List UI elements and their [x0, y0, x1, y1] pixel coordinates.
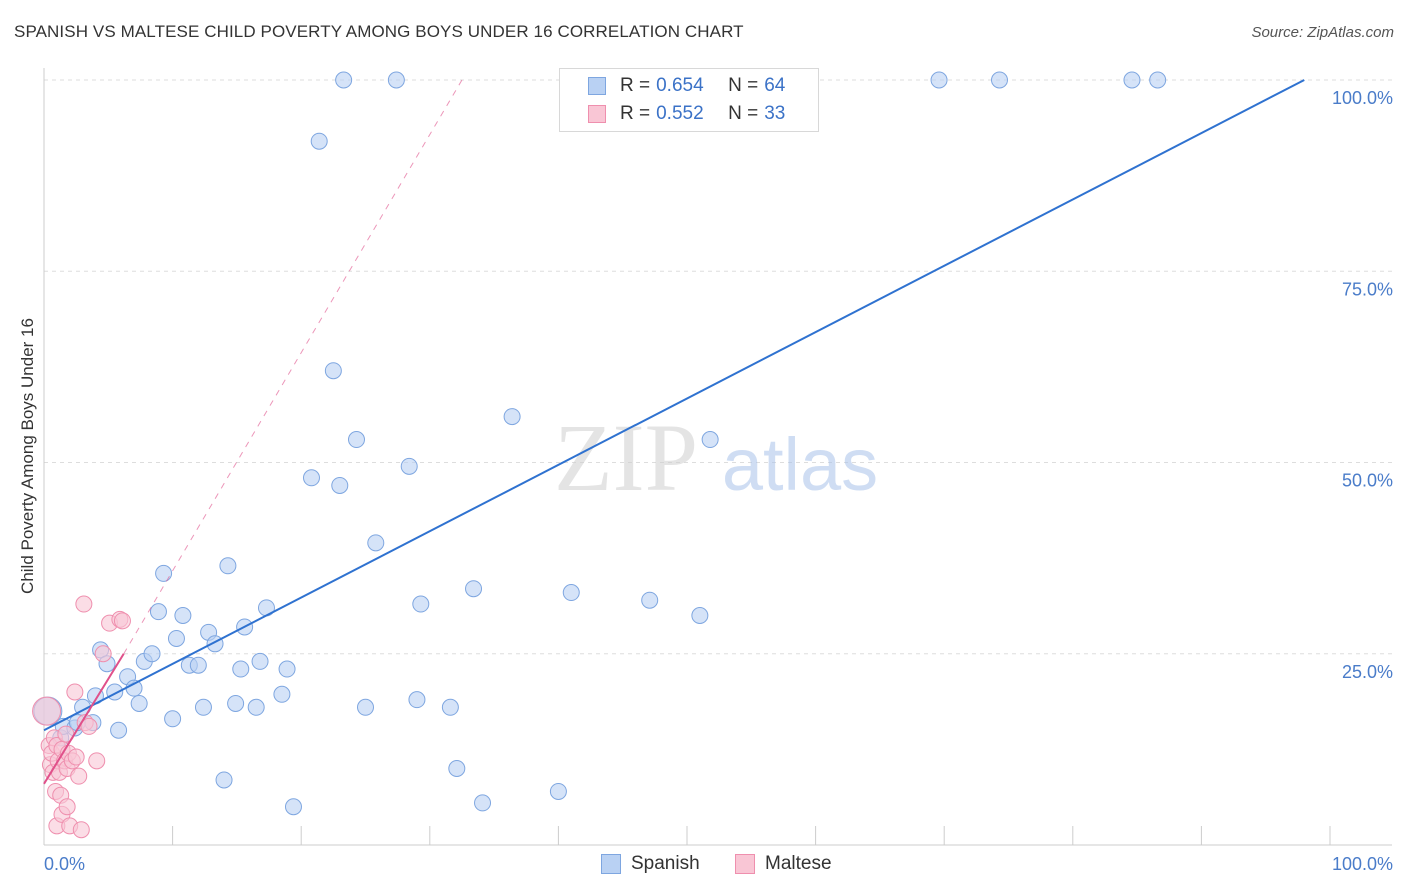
legend-row-maltese: R = 0.552 N = 33	[588, 102, 785, 126]
axis-layer	[43, 68, 1392, 846]
stats-legend: R = 0.654 N = 64 R = 0.552 N = 33	[559, 68, 819, 132]
bottom-maltese-label: Maltese	[765, 853, 832, 874]
spanish-point	[400, 457, 418, 475]
maltese-point	[72, 821, 90, 839]
spanish-point	[408, 691, 426, 709]
watermark-atlas: atlas	[722, 423, 878, 506]
maltese-point	[88, 752, 106, 770]
spanish-point	[194, 698, 212, 716]
x-tick-label-end: 100.0%	[1332, 854, 1393, 874]
spanish-point	[441, 698, 459, 716]
spanish-point	[641, 591, 659, 609]
spanish-point	[251, 652, 269, 670]
spanish-point	[357, 698, 374, 716]
spanish-point	[302, 469, 320, 487]
maltese-point	[32, 696, 62, 726]
spanish-point	[130, 694, 148, 712]
spanish-point	[273, 685, 291, 703]
points-layer	[32, 71, 1167, 839]
spanish-point	[149, 603, 167, 621]
y-tick-label-75: 75.0%	[1342, 279, 1393, 299]
spanish-n-value: 64	[764, 75, 786, 96]
spanish-n-label: N =	[728, 75, 759, 96]
bottom-spanish-swatch	[601, 854, 621, 874]
maltese-point	[66, 683, 84, 701]
spanish-point	[701, 431, 719, 449]
spanish-point	[189, 656, 207, 674]
chart-title: SPANISH VS MALTESE CHILD POVERTY AMONG B…	[14, 22, 744, 41]
spanish-point	[930, 71, 948, 89]
tick-labels: 25.0% 50.0% 75.0% 100.0% 0.0% 100.0%	[44, 88, 1393, 874]
y-tick-label-100: 100.0%	[1332, 88, 1393, 108]
source-credit: Source: ZipAtlas.com	[1251, 24, 1394, 41]
maltese-point	[80, 717, 98, 735]
x-tick-label-start: 0.0%	[44, 854, 85, 874]
spanish-point	[284, 798, 302, 816]
spanish-point	[331, 476, 349, 494]
maltese-r-label: R =	[620, 103, 651, 124]
spanish-point	[474, 794, 492, 812]
spanish-point	[215, 771, 233, 789]
maltese-n-value: 33	[764, 103, 786, 124]
watermark-zip: ZIP	[554, 404, 698, 511]
trendlines	[43, 79, 1305, 785]
maltese-trendline-extension	[123, 79, 463, 655]
bottom-spanish-label: Spanish	[631, 853, 700, 874]
spanish-point	[1123, 71, 1141, 89]
spanish-point	[1149, 71, 1167, 89]
spanish-point	[990, 71, 1008, 89]
spanish-point	[232, 660, 250, 678]
spanish-point	[155, 564, 173, 582]
spanish-swatch	[588, 77, 606, 95]
bottom-maltese-swatch	[735, 854, 755, 874]
spanish-point	[503, 408, 521, 426]
spanish-point	[143, 645, 161, 663]
spanish-point	[110, 721, 128, 739]
legend-row-spanish: R = 0.654 N = 64	[588, 74, 785, 98]
spanish-point	[227, 694, 245, 712]
spanish-point	[448, 760, 466, 777]
spanish-point	[247, 698, 265, 716]
bottom-legend-maltese: Maltese	[735, 852, 832, 876]
spanish-r-label: R =	[620, 75, 651, 96]
maltese-r-value: 0.552	[656, 103, 704, 124]
maltese-n-label: N =	[728, 103, 759, 124]
spanish-point	[125, 679, 143, 697]
y-tick-label-50: 50.0%	[1342, 471, 1393, 491]
spanish-point	[278, 660, 296, 678]
spanish-point	[412, 595, 430, 613]
spanish-point	[324, 362, 342, 380]
spanish-r-value: 0.654	[656, 75, 704, 96]
spanish-point	[335, 71, 353, 89]
maltese-point	[94, 645, 112, 663]
grid-layer	[44, 79, 1392, 655]
y-tick-label-25: 25.0%	[1342, 662, 1393, 682]
maltese-point	[67, 748, 85, 766]
spanish-point	[367, 534, 385, 552]
maltese-trendline	[43, 653, 125, 785]
spanish-point	[549, 782, 567, 800]
y-axis-label: Child Poverty Among Boys Under 16	[18, 318, 37, 594]
spanish-point	[164, 710, 182, 728]
maltese-point	[75, 595, 93, 613]
spanish-point	[387, 71, 405, 89]
spanish-point	[174, 607, 192, 624]
maltese-point	[58, 798, 76, 816]
spanish-point	[691, 607, 709, 624]
spanish-point	[167, 629, 185, 647]
watermark: ZIP atlas	[554, 404, 878, 511]
spanish-point	[465, 580, 483, 598]
spanish-point	[562, 584, 580, 602]
spanish-point	[310, 132, 328, 150]
maltese-swatch	[588, 105, 606, 123]
maltese-point	[113, 612, 131, 630]
spanish-point	[347, 431, 365, 449]
spanish-point	[219, 557, 237, 575]
maltese-point	[70, 767, 88, 785]
spanish-trendline	[43, 79, 1305, 732]
bottom-legend-spanish: Spanish	[601, 852, 700, 876]
